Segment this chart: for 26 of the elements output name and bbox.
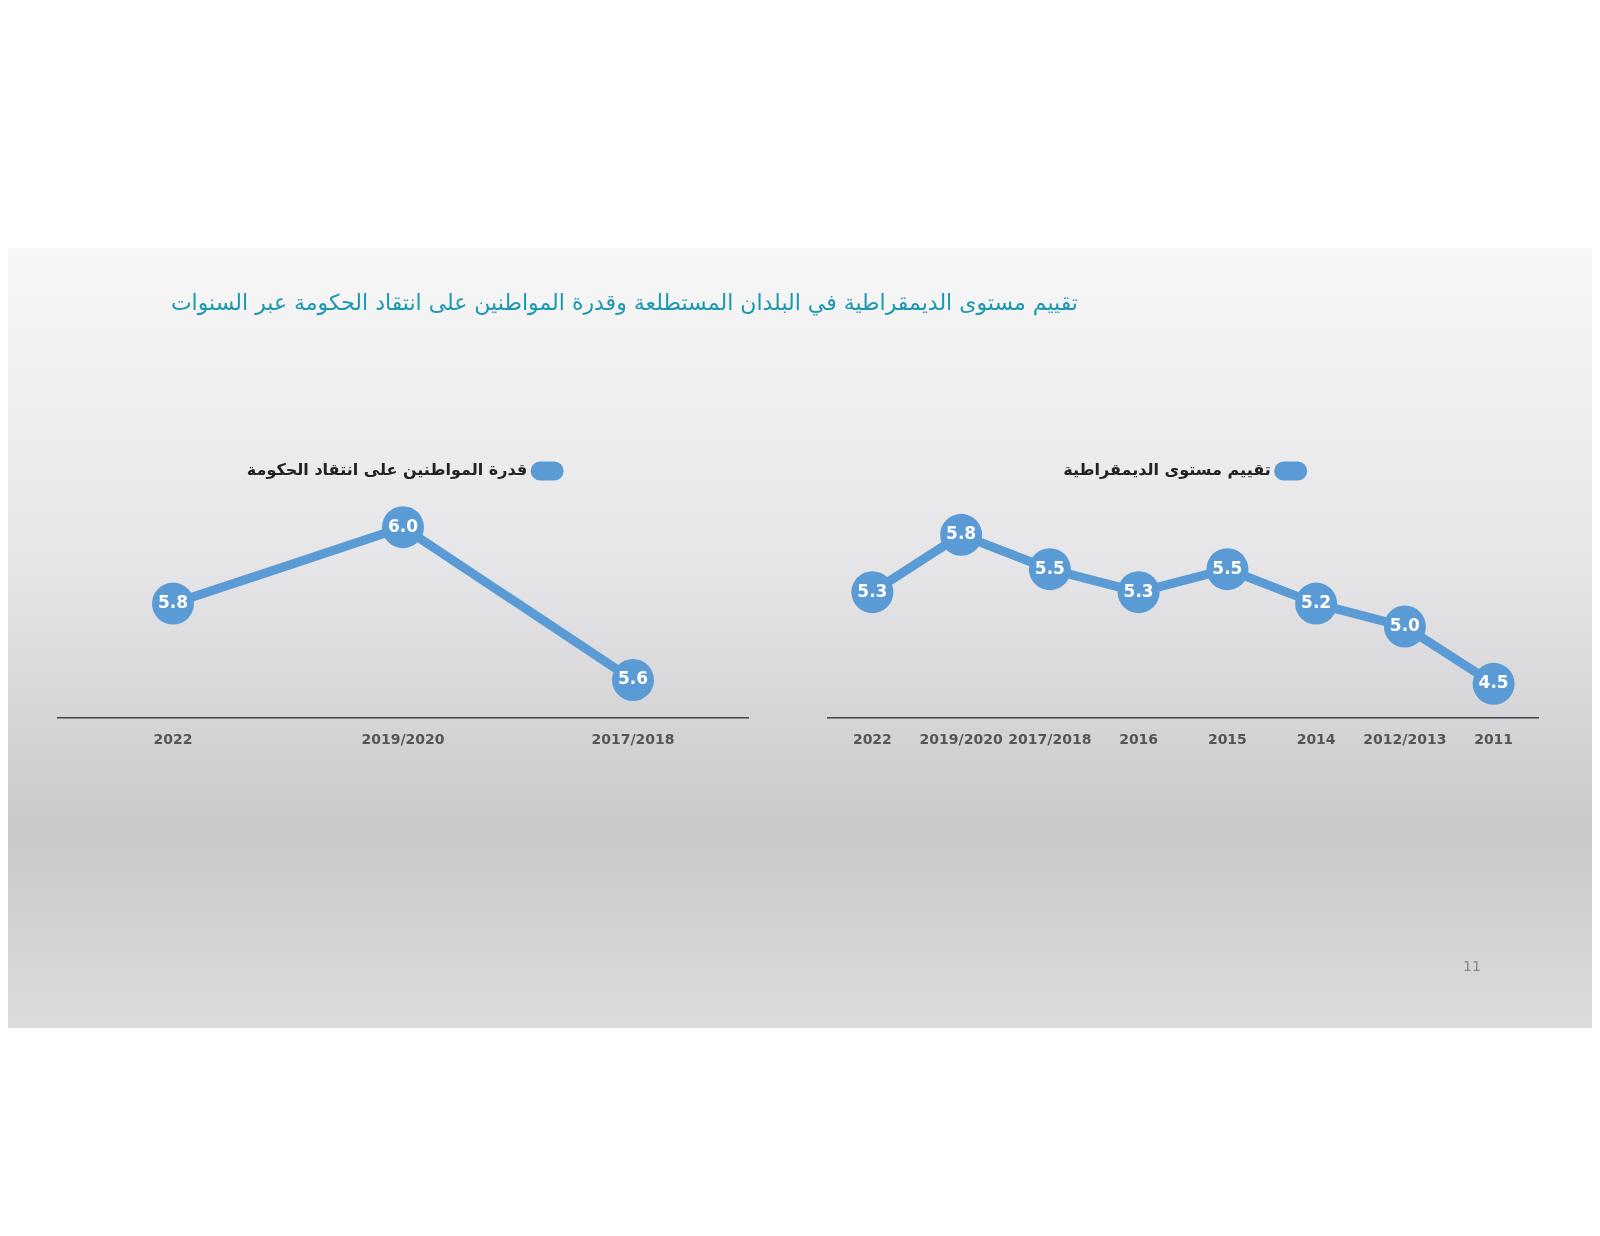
x-tick-label: 2015 bbox=[1207, 731, 1247, 748]
legend-label: قدرة المواطنين على انتقاد الحكومة bbox=[246, 460, 528, 480]
text: تقييم مستوى الديمقراطية في البلدان المستطلعة وقدرة المواطنين على انتقاد الحكومة عبر السنوات bbox=[169, 290, 1078, 315]
x-tick-label: 2022 bbox=[852, 731, 892, 748]
x-tick-label: 2022 bbox=[153, 731, 193, 748]
data-label: 5.0 bbox=[1389, 614, 1421, 635]
data-label: 5.3 bbox=[857, 580, 888, 601]
x-tick-label: 2017/2018 bbox=[591, 731, 675, 748]
data-label: 5.5 bbox=[1034, 557, 1065, 578]
data-label: 5.6 bbox=[617, 668, 649, 689]
data-label: 5.8 bbox=[157, 592, 189, 613]
x-tick-label: 2012/2013 bbox=[1363, 731, 1447, 748]
data-label: 5.8 bbox=[946, 523, 977, 544]
data-label: 5.3 bbox=[1123, 580, 1154, 601]
x-tick-label: 2019/2020 bbox=[919, 731, 1003, 748]
x-tick-label: 2011 bbox=[1474, 731, 1514, 748]
legend-label: تقييم مستوى الديمقراطية bbox=[1063, 460, 1271, 480]
data-label: 5.5 bbox=[1212, 557, 1243, 578]
x-tick-label: 2014 bbox=[1296, 731, 1336, 748]
text: 11 bbox=[1463, 958, 1481, 974]
x-tick-label: 2016 bbox=[1119, 731, 1159, 748]
data-label: 4.5 bbox=[1478, 672, 1509, 693]
data-label: 5.2 bbox=[1301, 592, 1332, 613]
x-tick-label: 2017/2018 bbox=[1008, 731, 1092, 748]
x-tick-label: 2019/2020 bbox=[361, 731, 445, 748]
data-label: 6.0 bbox=[387, 515, 419, 536]
